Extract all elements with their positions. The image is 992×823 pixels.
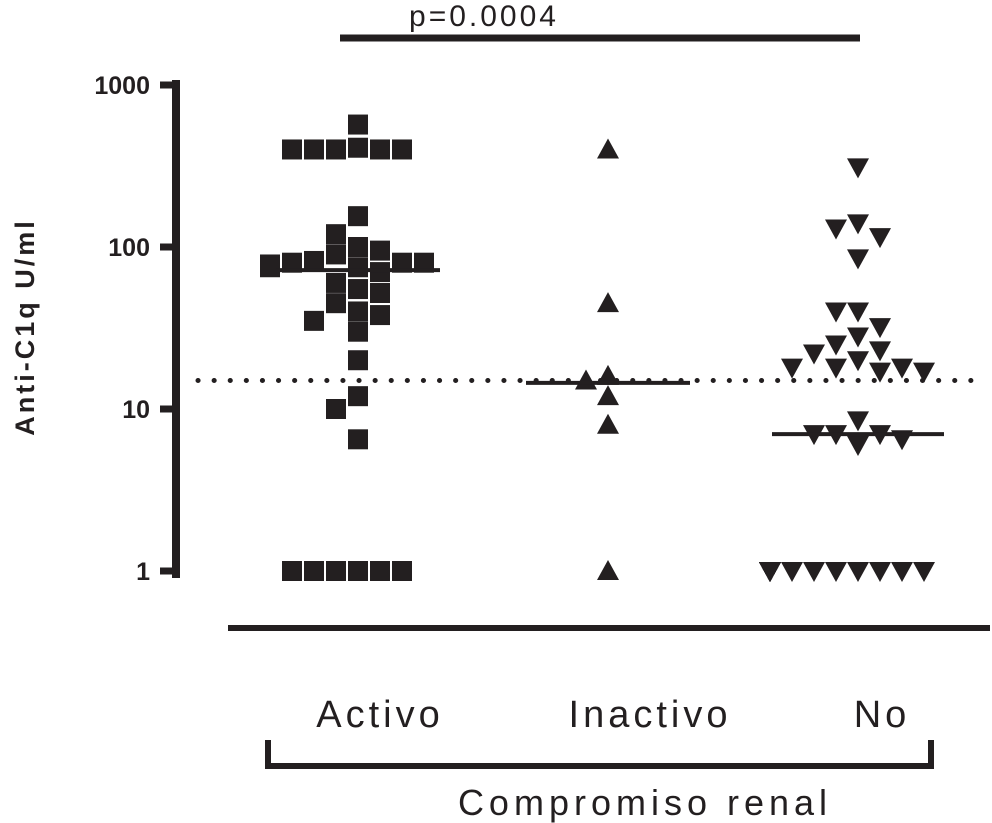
data-point (348, 561, 368, 581)
data-point (326, 244, 346, 265)
y-tick-label: 1000 (94, 72, 150, 100)
data-point (825, 219, 847, 240)
data-point (825, 302, 847, 323)
data-point (891, 358, 913, 379)
data-point (392, 561, 412, 581)
data-point (326, 139, 346, 160)
data-point (348, 137, 368, 158)
data-point (847, 158, 869, 179)
category-label: Inactivo (569, 694, 732, 736)
data-point (348, 257, 368, 278)
data-point (597, 364, 619, 385)
data-point (759, 562, 781, 582)
data-point (370, 283, 390, 304)
data-point (348, 350, 368, 371)
data-point (781, 562, 803, 582)
data-point (326, 272, 346, 293)
data-point (304, 310, 324, 331)
data-point (348, 206, 368, 227)
p-value-annotation: p=0.0004 (409, 0, 559, 33)
data-point (825, 358, 847, 379)
data-point (282, 561, 302, 581)
data-point (348, 114, 368, 135)
data-point (392, 139, 412, 160)
data-point (847, 249, 869, 270)
data-point (847, 327, 869, 348)
data-point (913, 362, 935, 383)
data-point (370, 139, 390, 160)
data-point (414, 252, 434, 273)
data-point (847, 435, 869, 456)
data-point (326, 399, 346, 419)
data-point (803, 344, 825, 365)
data-point (326, 293, 346, 314)
group-label: Compromiso renal (458, 782, 832, 823)
data-point (825, 562, 847, 582)
y-tick-label: 1 (136, 558, 150, 586)
data-point (348, 429, 368, 450)
data-point (348, 237, 368, 257)
data-point (869, 228, 891, 249)
data-point (304, 250, 324, 271)
data-point (869, 562, 891, 582)
data-point (847, 411, 869, 432)
data-point (891, 562, 913, 582)
data-point (597, 385, 619, 406)
data-point (575, 369, 597, 390)
data-point (597, 292, 619, 313)
y-ticks: 1 10 100 1000 (94, 72, 180, 586)
data-point (847, 562, 869, 582)
axes: 1 10 100 1000 (94, 72, 990, 631)
data-point (869, 362, 891, 383)
data-point (348, 386, 368, 407)
data-point (348, 301, 368, 322)
data-point (597, 138, 619, 159)
data-point (304, 139, 324, 160)
data-point (869, 341, 891, 362)
data-point (348, 279, 368, 300)
data-point (370, 240, 390, 261)
group-bracket (265, 740, 934, 769)
data-point (304, 561, 324, 581)
data-point (326, 224, 346, 245)
data-point (847, 214, 869, 235)
data-point (370, 561, 390, 581)
data-point (282, 252, 302, 273)
data-point (370, 305, 390, 326)
data-point (847, 351, 869, 372)
data-point (847, 302, 869, 323)
data-point (803, 562, 825, 582)
category-labels: Activo Inactivo No (316, 694, 911, 736)
y-tick-label: 100 (108, 234, 150, 262)
data-point (781, 358, 803, 379)
category-label: No (854, 694, 911, 736)
data-point (326, 561, 346, 581)
data-point (260, 257, 280, 278)
data-point (282, 139, 302, 160)
category-label: Activo (316, 694, 443, 736)
data-point (392, 252, 412, 273)
data-point (913, 562, 935, 582)
median-lines (276, 268, 944, 437)
data-point (348, 321, 368, 342)
data-points (260, 114, 935, 582)
data-point (597, 413, 619, 434)
data-point (825, 335, 847, 356)
y-axis-label: Anti-C1q U/ml (10, 218, 40, 436)
y-tick-label: 10 (122, 396, 150, 424)
data-point (597, 560, 619, 580)
data-point (869, 318, 891, 339)
